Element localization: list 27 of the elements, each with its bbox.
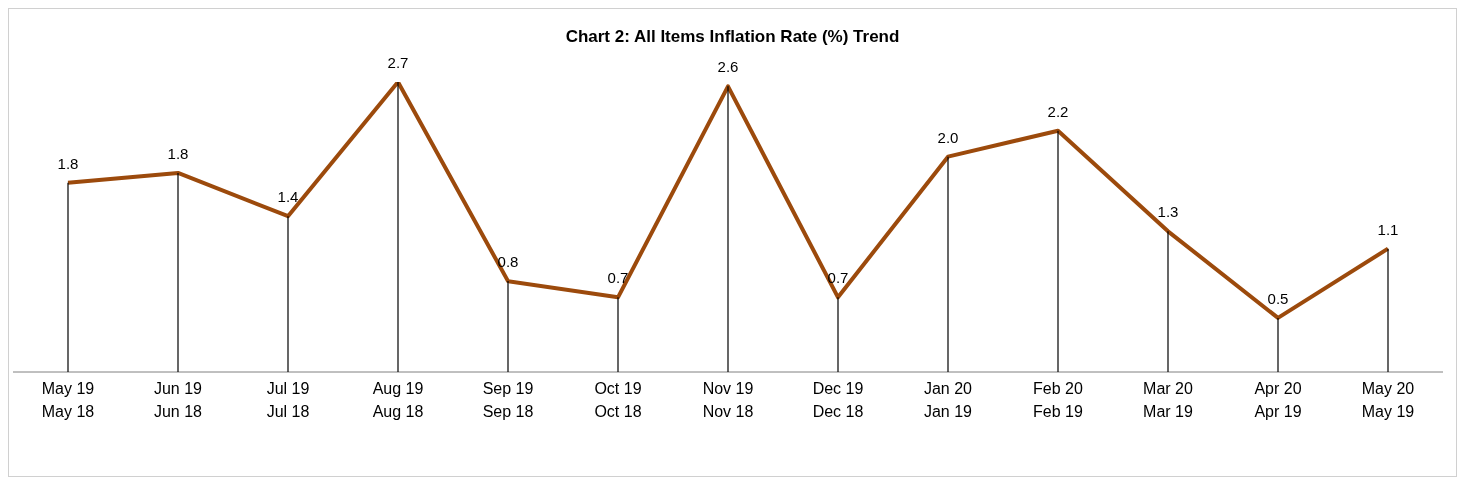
x-tick-label: Apr 20 Apr 19 [1254,380,1302,420]
x-tick-label: May 20 May 19 [1361,380,1415,420]
data-label: 0.7 [607,269,629,287]
data-label: 0.5 [1267,289,1289,307]
data-label: 1.1 [1377,220,1399,238]
data-label: 2.7 [387,54,409,71]
data-label: 0.7 [827,269,849,287]
data-label: 1.3 [1157,203,1179,221]
x-tick-label: Dec 19 Dec 18 [812,380,864,420]
data-label: 0.8 [497,253,519,271]
data-label: 1.8 [57,154,79,172]
data-label: 1.4 [277,188,299,206]
x-tick-label: Jan 20 Jan 19 [923,380,973,420]
x-tick-label: Jun 19 Jun 18 [153,380,203,420]
x-tick-label: Nov 19 Nov 18 [702,380,754,420]
data-label: 2.6 [717,58,739,76]
data-label: 1.8 [167,144,189,162]
x-tick-label: Sep 19 Sep 18 [482,380,534,420]
chart-title: Chart 2: All Items Inflation Rate (%) Trend [564,27,901,47]
x-tick-label: Aug 19 Aug 18 [372,380,424,420]
data-label: 2.2 [1047,102,1069,120]
x-tick-label: Mar 20 Mar 19 [1143,380,1193,420]
x-tick-label: Oct 19 Oct 18 [594,380,642,420]
x-tick-label: Jul 19 Jul 18 [266,380,310,420]
data-label: 2.0 [937,128,959,146]
x-tick-label: Feb 20 Feb 19 [1033,380,1084,420]
x-tick-label: May 19 May 18 [41,380,95,420]
